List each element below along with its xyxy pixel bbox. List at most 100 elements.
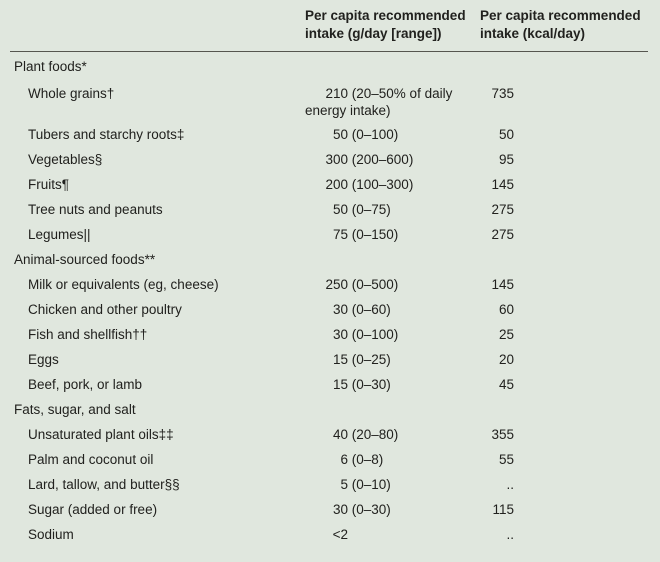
row-label: Beef, pork, or lamb	[28, 377, 143, 392]
header-kcal-column: Per capita recommended intake (kcal/day)	[480, 7, 648, 51]
gday-cell: 210 (20–50% of daily energy intake)	[305, 85, 480, 122]
table-row-eggs: Eggs 15 (0–25) 20	[10, 347, 648, 372]
kcal-cell: 95	[480, 147, 648, 172]
section-label: Fats, sugar, and salt	[14, 402, 136, 417]
kcal-value: 145	[491, 277, 514, 292]
row-label: Palm and coconut oil	[28, 452, 154, 467]
table-row-palm-coconut-oil: Palm and coconut oil 6 (0–8) 55	[10, 447, 648, 472]
table-row-milk: Milk or equivalents (eg, cheese) 250 (0–…	[10, 272, 648, 297]
kcal-cell: 275	[480, 222, 648, 247]
kcal-value: ..	[506, 527, 514, 542]
gday-value: 50	[332, 202, 348, 217]
gday-value: 250	[325, 277, 348, 292]
gday-value: <2	[332, 527, 348, 542]
kcal-cell: 45	[480, 372, 648, 397]
gday-range: (0–100)	[351, 127, 399, 142]
gday-value: 6	[340, 452, 348, 467]
gday-cell: 30 (0–60)	[305, 297, 480, 322]
table-row-chicken: Chicken and other poultry 30 (0–60) 60	[10, 297, 648, 322]
kcal-value: 45	[498, 377, 514, 392]
kcal-value: 25	[498, 327, 514, 342]
gday-range: (20–50% of daily energy intake)	[305, 86, 453, 118]
gday-cell: 6 (0–8)	[305, 447, 480, 472]
gday-range: (0–75)	[351, 202, 391, 217]
header-gday-line1: Per capita recommended	[305, 8, 466, 23]
gday-value: 300	[325, 152, 348, 167]
header-gday-line2: intake (g/day [range])	[305, 25, 442, 41]
gday-cell: 200 (100–300)	[305, 172, 480, 197]
section-row-animal-foods: Animal-sourced foods**	[10, 247, 648, 272]
row-label: Tubers and starchy roots‡	[28, 127, 185, 142]
table-row-tree-nuts: Tree nuts and peanuts 50 (0–75) 275	[10, 197, 648, 222]
table-row-legumes: Legumes|| 75 (0–150) 275	[10, 222, 648, 247]
kcal-value: ..	[506, 477, 514, 492]
gday-cell: 30 (0–100)	[305, 322, 480, 347]
gday-range: (0–150)	[351, 227, 399, 242]
gday-cell: 40 (20–80)	[305, 422, 480, 447]
section-label: Plant foods*	[14, 59, 87, 74]
gday-value: 40	[332, 427, 348, 442]
gday-range: (0–30)	[351, 377, 391, 392]
kcal-cell: 145	[480, 172, 648, 197]
gday-cell: 15 (0–30)	[305, 372, 480, 397]
table-body: Plant foods* Whole grains† 210 (20–50% o…	[10, 52, 648, 547]
table-row-beef: Beef, pork, or lamb 15 (0–30) 45	[10, 372, 648, 397]
gday-cell: 30 (0–30)	[305, 497, 480, 522]
kcal-value: 60	[498, 302, 514, 317]
gday-range: (0–500)	[351, 277, 399, 292]
table-row-vegetables: Vegetables§ 300 (200–600) 95	[10, 147, 648, 172]
row-label: Fruits¶	[28, 177, 70, 192]
kcal-cell: 20	[480, 347, 648, 372]
gday-range: (0–10)	[351, 477, 391, 492]
kcal-value: 355	[491, 427, 514, 442]
gday-value: 50	[332, 127, 348, 142]
table-row-lard-butter: Lard, tallow, and butter§§ 5 (0–10) ..	[10, 472, 648, 497]
section-label: Animal-sourced foods**	[14, 252, 156, 267]
kcal-cell: 60	[480, 297, 648, 322]
gday-range: (0–60)	[351, 302, 391, 317]
gday-cell: 50 (0–75)	[305, 197, 480, 222]
table-row-sugar: Sugar (added or free) 30 (0–30) 115	[10, 497, 648, 522]
gday-range: (20–80)	[351, 427, 399, 442]
gday-value: 200	[325, 177, 348, 192]
gday-value: 210	[325, 86, 348, 101]
gday-range: (100–300)	[351, 177, 414, 192]
row-label: Whole grains†	[28, 86, 115, 101]
kcal-value: 275	[491, 202, 514, 217]
row-label: Legumes||	[28, 227, 91, 242]
kcal-cell: 355	[480, 422, 648, 447]
gday-value: 15	[332, 377, 348, 392]
section-row-fats-sugar-salt: Fats, sugar, and salt	[10, 397, 648, 422]
row-label: Tree nuts and peanuts	[28, 202, 163, 217]
gday-range: (0–25)	[351, 352, 391, 367]
header-kcal-line2: intake (kcal/day)	[480, 25, 586, 41]
table-row-tubers: Tubers and starchy roots‡ 50 (0–100) 50	[10, 122, 648, 147]
kcal-cell: 275	[480, 197, 648, 222]
kcal-cell: 25	[480, 322, 648, 347]
table-row-whole-grains: Whole grains† 210 (20–50% of daily energ…	[10, 79, 648, 122]
gday-value: 30	[332, 327, 348, 342]
kcal-cell: 735	[480, 85, 648, 122]
kcal-value: 55	[498, 452, 514, 467]
gday-cell: <2	[305, 522, 480, 547]
kcal-value: 735	[491, 86, 514, 101]
gday-value: 75	[332, 227, 348, 242]
kcal-cell: ..	[480, 522, 648, 547]
section-row-plant-foods: Plant foods*	[10, 54, 648, 79]
kcal-cell: ..	[480, 472, 648, 497]
row-label: Lard, tallow, and butter§§	[28, 477, 180, 492]
gday-cell: 250 (0–500)	[305, 272, 480, 297]
gday-range: (0–8)	[351, 452, 384, 467]
row-label: Unsaturated plant oils‡‡	[28, 427, 174, 442]
kcal-value: 115	[492, 502, 514, 517]
row-label: Milk or equivalents (eg, cheese)	[28, 277, 219, 292]
gday-range: (0–100)	[351, 327, 399, 342]
gday-cell: 75 (0–150)	[305, 222, 480, 247]
header-spacer-cell	[10, 7, 305, 51]
row-label: Chicken and other poultry	[28, 302, 182, 317]
table-header-row: Per capita recommended intake (g/day [ra…	[10, 0, 648, 52]
header-gday-column: Per capita recommended intake (g/day [ra…	[305, 7, 480, 51]
gday-value: 15	[332, 352, 348, 367]
gday-range: (0–30)	[351, 502, 391, 517]
row-label: Eggs	[28, 352, 59, 367]
